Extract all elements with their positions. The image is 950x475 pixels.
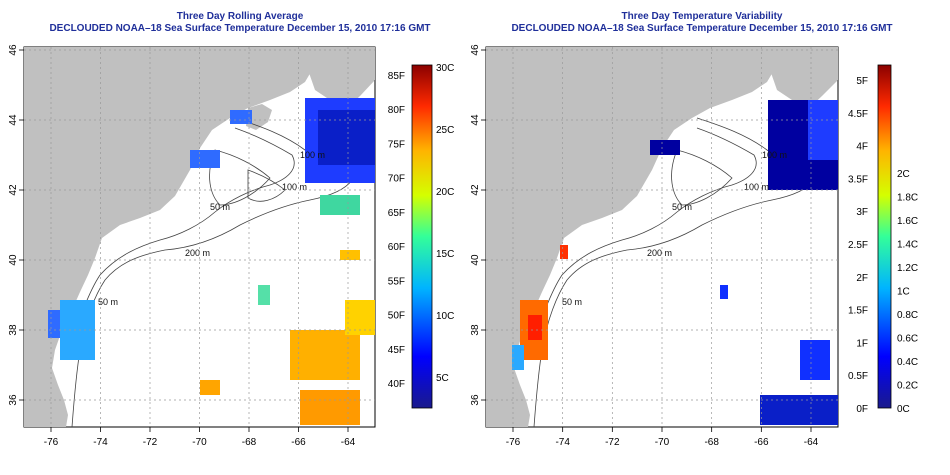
right-colorbar-fahrenheit-label: 3F bbox=[856, 207, 868, 218]
left-x-tick-label: -64 bbox=[341, 437, 356, 448]
left-colorbar-fahrenheit-label: 45F bbox=[388, 345, 405, 356]
right-contour-label: 50 m bbox=[672, 202, 692, 212]
right-contour-label: 100 m bbox=[744, 182, 769, 192]
right-x-tick-label: -72 bbox=[605, 437, 620, 448]
left-y-tick-label: 38 bbox=[8, 324, 19, 336]
left-title-line2: DECLOUDED NOAA–18 Sea Surface Temperatur… bbox=[49, 23, 431, 34]
right-y-tick-label: 40 bbox=[470, 254, 481, 266]
left-contour-label: 200 m bbox=[185, 248, 210, 258]
left-colorbar-celsius-label: 5C bbox=[436, 373, 449, 384]
left-y-tick-label: 40 bbox=[8, 254, 19, 266]
right-title-line2: DECLOUDED NOAA–18 Sea Surface Temperatur… bbox=[511, 23, 893, 34]
right-colorbar-fahrenheit-label: 0.5F bbox=[848, 371, 868, 382]
right-colorbar-celsius-label: 0.6C bbox=[897, 334, 918, 345]
right-colorbar-celsius-label: 0C bbox=[897, 404, 910, 415]
left-colorbar-fahrenheit-label: 40F bbox=[388, 379, 405, 390]
left-colorbar-fahrenheit-label: 70F bbox=[388, 174, 405, 185]
right-colorbar-fahrenheit-label: 2F bbox=[856, 273, 868, 284]
left-x-tick-label: -68 bbox=[242, 437, 257, 448]
left-contour-label: 50 m bbox=[98, 297, 118, 307]
left-x-tick-label: -70 bbox=[192, 437, 207, 448]
right-contour-label: 50 m bbox=[562, 297, 582, 307]
left-x-tick-label: -72 bbox=[143, 437, 158, 448]
left-colorbar-celsius-label: 20C bbox=[436, 187, 454, 198]
right-colorbar-fahrenheit-label: 2.5F bbox=[848, 240, 868, 251]
right-colorbar-celsius-label: 2C bbox=[897, 169, 910, 180]
left-colorbar-fahrenheit-label: 65F bbox=[388, 208, 405, 219]
right-colorbar-fahrenheit-label: 5F bbox=[856, 76, 868, 87]
right-x-tick-label: -76 bbox=[506, 437, 521, 448]
right-y-tick-label: 42 bbox=[470, 184, 481, 196]
right-x-tick-label: -68 bbox=[704, 437, 719, 448]
right-x-tick-label: -70 bbox=[655, 437, 670, 448]
left-colorbar-fahrenheit-label: 55F bbox=[388, 276, 405, 287]
right-nova-scotia bbox=[762, 47, 838, 110]
left-colorbar-fahrenheit-label: 50F bbox=[388, 311, 405, 322]
left-colorbar-fahrenheit-label: 75F bbox=[388, 139, 405, 150]
right-colorbar-fahrenheit-label: 1.5F bbox=[848, 306, 868, 317]
right-colorbar: 5F 4.5F 4F 3.5F 3F 2.5F 2F 1.5F 1F 0.5F 0F 2C 1.8C 1… bbox=[848, 64, 918, 415]
right-colorbar-celsius-label: 0.2C bbox=[897, 381, 918, 392]
left-colorbar: 85F 80F 75F 70F 65F 60F 55F 50F 45F 40F 30C 25C 20C… bbox=[388, 63, 454, 409]
right-y-tick-label: 44 bbox=[470, 114, 481, 126]
right-map-title: Three Day Temperature Variability DECLOU… bbox=[482, 11, 922, 35]
right-x-tick-label: -66 bbox=[754, 437, 769, 448]
right-colorbar-celsius-label: 0.4C bbox=[897, 357, 918, 368]
right-y-tick-label: 46 bbox=[470, 44, 481, 56]
left-x-tick-label: -66 bbox=[291, 437, 306, 448]
right-colorbar-celsius-label: 1.8C bbox=[897, 193, 918, 204]
right-colorbar-celsius-label: 1.6C bbox=[897, 216, 918, 227]
right-contour-label: 200 m bbox=[647, 248, 672, 258]
right-colorbar-fahrenheit-label: 4F bbox=[856, 142, 868, 153]
right-colorbar-celsius-label: 0.8C bbox=[897, 310, 918, 321]
left-y-tick-label: 46 bbox=[8, 44, 19, 56]
left-contour-label: 100 m bbox=[282, 182, 307, 192]
left-colorbar-celsius-label: 10C bbox=[436, 311, 454, 322]
left-colorbar-celsius-label: 30C bbox=[436, 63, 454, 74]
right-colorbar-fahrenheit-label: 1F bbox=[856, 338, 868, 349]
left-y-tick-label: 36 bbox=[8, 394, 19, 406]
right-y-tick-label: 36 bbox=[470, 394, 481, 406]
left-colorbar-celsius-label: 25C bbox=[436, 125, 454, 136]
left-x-tick-label: -76 bbox=[44, 437, 59, 448]
left-contour-label: 100 m bbox=[300, 150, 325, 160]
right-contour-label: 100 m bbox=[762, 150, 787, 160]
right-colorbar-celsius-label: 1C bbox=[897, 287, 910, 298]
left-map-title: Three Day Rolling Average DECLOUDED NOAA… bbox=[20, 11, 460, 35]
right-colorbar-fahrenheit-label: 4.5F bbox=[848, 109, 868, 120]
right-y-tick-label: 38 bbox=[470, 324, 481, 336]
right-x-tick-label: -74 bbox=[555, 437, 570, 448]
left-contour-label: 50 m bbox=[210, 202, 230, 212]
left-colorbar-fahrenheit-label: 80F bbox=[388, 105, 405, 116]
right-colorbar-fahrenheit-label: 0F bbox=[856, 404, 868, 415]
right-colorbar-fahrenheit-label: 3.5F bbox=[848, 174, 868, 185]
left-title-line1: Three Day Rolling Average bbox=[176, 11, 304, 22]
left-colorbar-celsius-label: 15C bbox=[436, 249, 454, 260]
right-colorbar-celsius-label: 1.4C bbox=[897, 240, 918, 251]
left-colorbar-fahrenheit-label: 85F bbox=[388, 71, 405, 82]
right-x-tick-label: -64 bbox=[804, 437, 819, 448]
left-x-tick-label: -74 bbox=[93, 437, 108, 448]
left-y-tick-label: 42 bbox=[8, 184, 19, 196]
left-y-tick-label: 44 bbox=[8, 114, 19, 126]
right-title-line1: Three Day Temperature Variability bbox=[621, 11, 783, 22]
right-colorbar-celsius-label: 1.2C bbox=[897, 263, 918, 274]
right-colorbar-gradient bbox=[877, 64, 892, 409]
left-colorbar-gradient bbox=[411, 64, 433, 409]
left-nova-scotia bbox=[300, 47, 375, 110]
left-colorbar-fahrenheit-label: 60F bbox=[388, 242, 405, 253]
